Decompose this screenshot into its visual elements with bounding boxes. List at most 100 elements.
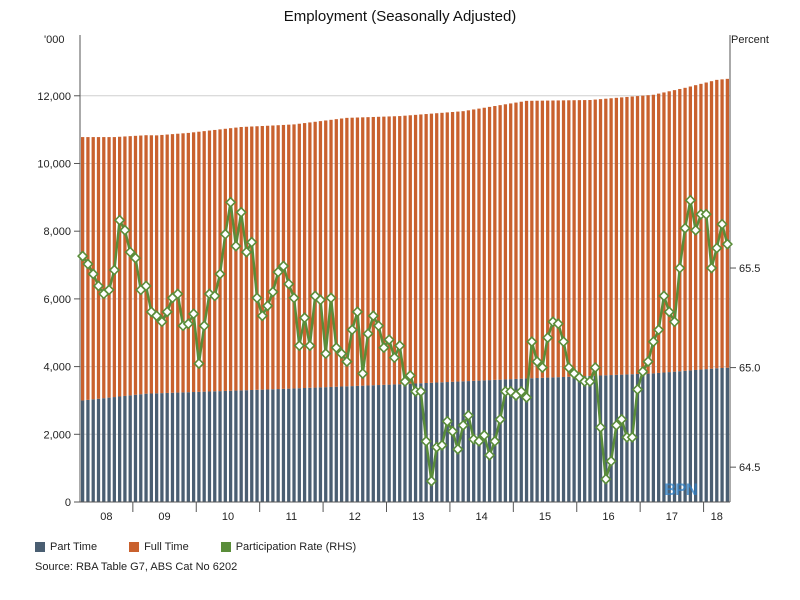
bar-part-time [408,383,412,502]
bar-full-time [667,91,671,373]
bar-part-time [694,369,698,502]
bar-part-time [202,391,206,502]
bar-full-time [308,122,312,388]
bar-part-time [604,375,608,502]
bar-part-time [154,393,159,502]
bar-part-time [213,391,217,502]
bar-full-time [572,100,576,377]
participation-rate-point [108,264,120,276]
legend-item-full-time: Full Time [129,541,189,553]
participation-rate-point [542,332,554,344]
logo: BPN [664,480,698,499]
participation-rate-point [716,218,728,230]
participation-rate-point [261,300,274,312]
bar-part-time [355,385,360,502]
bar-part-time [561,376,566,502]
bar-full-time [509,103,513,380]
bar-part-time [324,387,328,502]
x-tick-label: 17 [666,511,678,523]
bar-part-time [709,368,714,502]
bar-full-time [435,113,439,383]
bar-full-time [620,97,624,375]
bar-full-time [371,116,375,386]
participation-rate-point [235,206,247,218]
participation-rate-point [684,194,696,206]
legend-label-full-time: Full Time [144,541,189,553]
bar-part-time [688,370,693,502]
left-axis-unit: '000 [44,34,64,46]
bar-part-time [197,391,201,502]
bar-part-time [651,373,656,502]
bar-full-time [403,115,407,384]
bar-full-time [260,126,264,390]
participation-rate-point [653,324,665,336]
participation-rate-point [367,310,379,322]
participation-rate-point [563,361,575,374]
participation-rate-point [114,214,126,226]
participation-rate-point [277,260,290,272]
participation-rate-point [705,262,718,274]
bar-part-time [519,378,523,502]
participation-rate-point [515,385,527,398]
x-tick-label: 13 [412,511,424,523]
bar-part-time [292,388,296,502]
bar-full-time [662,92,666,373]
bar-part-time [678,371,682,502]
participation-swatch [220,542,231,552]
bar-part-time [302,388,307,502]
bar-part-time [535,378,539,502]
bar-part-time [672,371,677,502]
participation-rate-point [172,288,184,300]
bar-full-time [445,112,449,383]
participation-rate-point [489,435,501,447]
legend-item-participation: Participation Rate (RHS) [220,541,357,553]
bar-full-time [625,96,629,375]
participation-rate-point [283,278,295,290]
bar-full-time [593,99,597,376]
bar-full-time [228,128,233,391]
bar-full-time [81,137,85,401]
bar-full-time [709,81,714,369]
x-tick-label: 10 [222,511,234,523]
bar-part-time [350,386,354,502]
bar-full-time [223,128,227,391]
bar-full-time [577,100,582,377]
participation-rate-point [87,268,99,280]
bar-part-time [287,388,291,502]
participation-rate-point [616,413,628,425]
bar-full-time [398,116,402,385]
right-tick-label: 64.5 [739,462,760,474]
bar-full-time [281,124,286,389]
bar-part-time [160,393,164,502]
bar-part-time [96,398,101,502]
bar-full-time [218,129,222,392]
bar-part-time [635,373,640,502]
bar-full-time [498,105,502,380]
bar-full-time [355,117,360,386]
bar-full-time [392,116,397,385]
bar-full-time [614,97,619,375]
bar-part-time [228,390,233,502]
participation-rate-point [679,222,691,234]
participation-rate-point [251,292,263,304]
bar-full-time [561,100,566,377]
bar-full-time [302,123,307,389]
participation-rate-point [494,413,506,425]
x-tick-label: 15 [539,511,551,523]
bar-full-time [292,124,296,389]
participation-rate-point [182,318,194,330]
bar-full-time [567,100,571,377]
bar-part-time [223,390,227,502]
bar-part-time [503,379,508,502]
participation-rate-point [219,228,231,240]
participation-rate-point [600,473,612,485]
legend-label-participation: Participation Rate (RHS) [235,541,357,553]
participation-rate-point [82,258,94,270]
bar-full-time [424,114,428,383]
left-tick-label: 4,000 [43,362,71,374]
x-tick-label: 11 [286,511,297,523]
participation-rate-point [124,246,136,258]
participation-rate-point [674,262,686,274]
participation-rate-point [346,324,358,336]
bar-part-time [176,392,180,502]
